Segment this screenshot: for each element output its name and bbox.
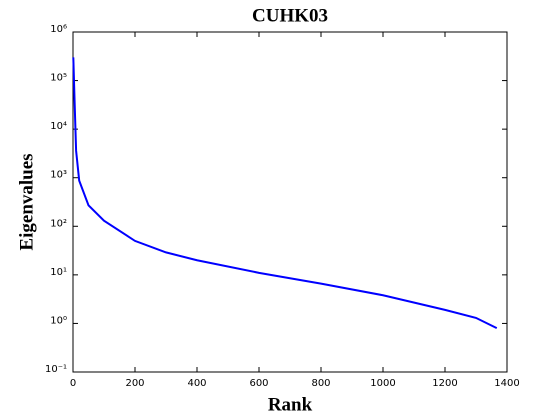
y-tick-label: 10² xyxy=(50,218,67,229)
x-tick-label: 1000 xyxy=(370,378,395,389)
y-tick-label: 10³ xyxy=(50,170,67,181)
plot-frame xyxy=(72,31,508,373)
y-tick-label: 10⁴ xyxy=(50,121,67,132)
x-tick-label: 400 xyxy=(187,378,206,389)
y-tick-label: 10⁰ xyxy=(50,315,67,326)
chart-title: CUHK03 xyxy=(252,5,328,26)
y-tick-label: 10⁵ xyxy=(50,73,67,84)
x-tick-label: 1200 xyxy=(432,378,457,389)
x-tick-label: 600 xyxy=(249,378,268,389)
y-tick-label: 10¹ xyxy=(50,267,67,278)
data-line xyxy=(72,57,498,330)
x-tick-label: 0 xyxy=(70,378,76,389)
y-tick-label: 10⁻¹ xyxy=(45,364,67,375)
x-tick-label: 1400 xyxy=(494,378,519,389)
x-tick-label: 800 xyxy=(311,378,330,389)
x-axis-label: Rank xyxy=(268,394,313,415)
y-axis-label: Eigenvalues xyxy=(16,153,37,250)
y-tick-label: 10⁶ xyxy=(50,24,67,35)
x-tick-label: 200 xyxy=(125,378,144,389)
